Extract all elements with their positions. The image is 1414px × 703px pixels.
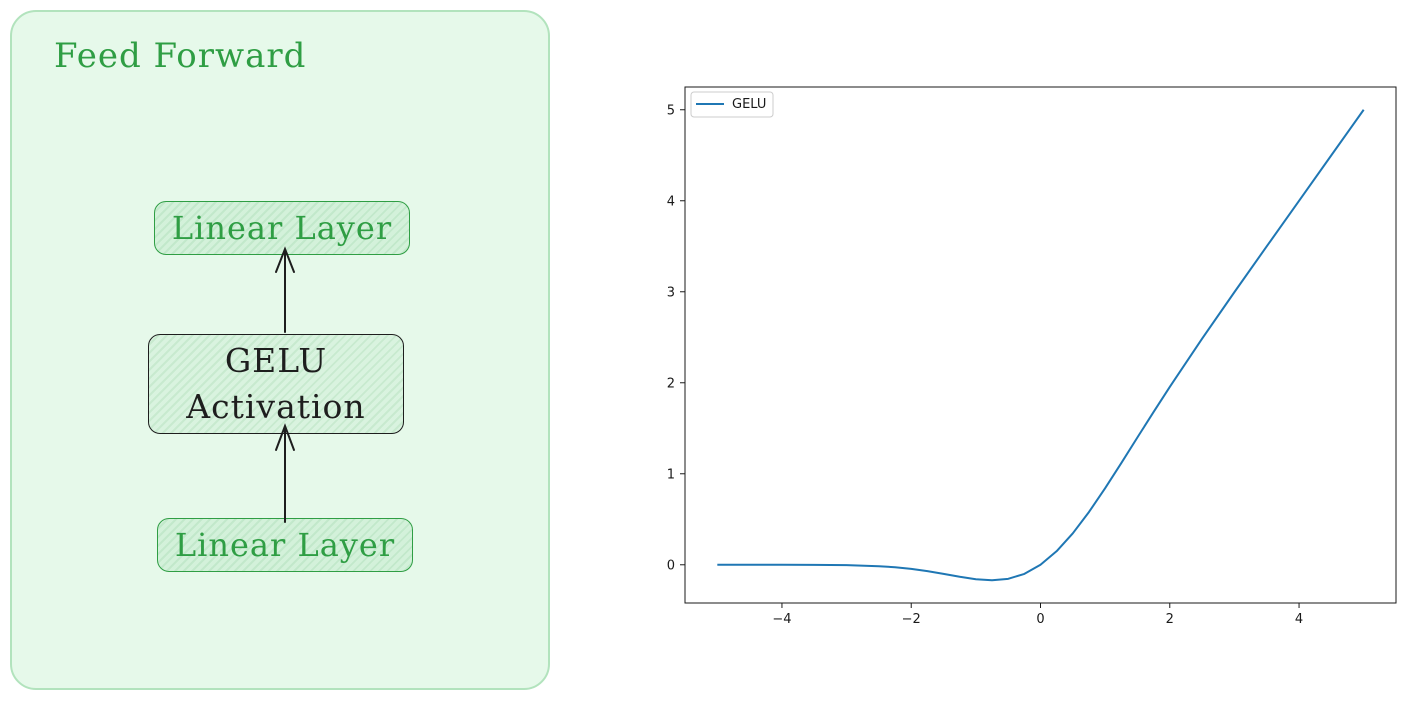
panel-title: Feed Forward <box>54 36 307 76</box>
feed-forward-panel: Feed Forward Linear Layer GELU Activatio… <box>10 10 550 690</box>
plot-frame <box>684 86 1397 604</box>
x-tick-label: 2 <box>1166 612 1174 627</box>
x-tick-label: 0 <box>1036 612 1044 627</box>
x-tick-label: 4 <box>1295 612 1303 627</box>
y-tick-label: 3 <box>667 285 675 300</box>
legend: GELU <box>690 91 774 118</box>
legend-box <box>690 91 774 118</box>
gelu-series-line <box>717 109 1365 582</box>
activation-label: Activation <box>186 387 366 426</box>
gelu-label: GELU <box>224 341 328 380</box>
arrowhead-top <box>275 246 295 273</box>
linear-layer-top-label: Linear Layer <box>171 209 393 247</box>
x-tick-label: −4 <box>772 612 791 627</box>
linear-layer-bottom-label: Linear Layer <box>174 526 396 564</box>
y-tick-label: 5 <box>667 103 675 118</box>
gelu-activation-node: GELU Activation <box>148 334 404 434</box>
x-tick-label: −2 <box>902 612 921 627</box>
arrowhead-middle <box>275 423 295 451</box>
linear-layer-top: Linear Layer <box>154 201 410 255</box>
legend-label: GELU <box>732 97 766 112</box>
y-tick-label: 1 <box>667 467 675 482</box>
y-tick-label: 2 <box>667 376 675 391</box>
flow-arrows <box>275 246 295 523</box>
y-tick-label: 4 <box>667 194 675 209</box>
linear-layer-bottom: Linear Layer <box>157 518 413 572</box>
y-tick-label: 0 <box>667 558 675 573</box>
